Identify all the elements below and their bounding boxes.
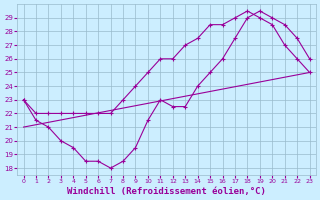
X-axis label: Windchill (Refroidissement éolien,°C): Windchill (Refroidissement éolien,°C) [67, 187, 266, 196]
